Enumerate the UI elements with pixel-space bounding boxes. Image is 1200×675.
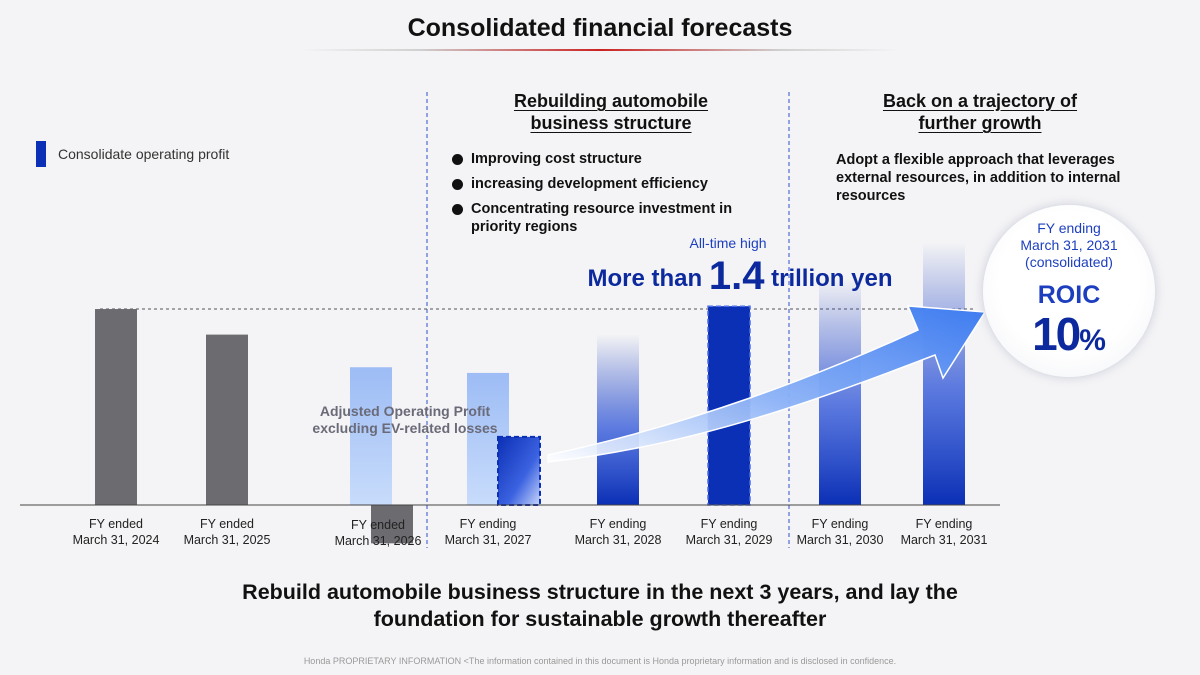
headline-prefix: More than [587,265,703,292]
growth-description: Adopt a flexible approach that leverages… [836,152,1121,204]
roic-value: 10% [983,307,1155,361]
legend-label: Consolidate operating profit [58,146,230,162]
x-tick-line: FY ended [89,517,143,531]
x-tick-label: FY ended March 31, 2025 [172,516,282,548]
bullet-item: Concentrating resource investment in pri… [452,200,742,236]
operating-profit-bar [597,334,639,505]
roic-label: ROIC [1037,281,1101,309]
x-tick-label: FY ended March 31, 2026 [323,517,433,549]
roic-period-line1: FY ending [1037,220,1101,236]
conclusion-line1: Rebuild automobile business structure in… [242,580,958,604]
adjusted-bar [350,367,392,505]
x-tick-label: FY ending March 31, 2031 [889,516,999,548]
roic-period: FY ending March 31, 2031 (consolidated) [983,220,1155,271]
operating-profit-bar [206,334,248,505]
x-tick-line: FY ending [700,517,758,531]
all-time-high-label: All-time high [689,235,767,251]
section-growth-line1: Back on a trajectory of [882,91,1078,111]
bullet-text: Improving cost structure [471,151,642,167]
title-underline [300,49,900,51]
section-growth-heading: Back on a trajectory of further growth [845,90,1115,134]
x-tick-line: March 31, 2031 [900,533,988,547]
legend-swatch [36,141,46,167]
x-tick-line: FY ending [811,517,869,531]
headline-suffix: trillion yen [771,265,893,292]
x-tick-line: FY ending [459,517,517,531]
section-growth-line2: further growth [918,113,1042,133]
x-tick-label: FY ending March 31, 2030 [785,516,895,548]
bullet-text: increasing development efficiency [471,176,708,192]
x-tick-line: March 31, 2024 [72,533,160,547]
roic-period-line2: March 31, 2031 [1020,237,1118,253]
roic-period-line3: (consolidated) [1025,254,1113,270]
x-tick-label: FY ending March 31, 2028 [563,516,673,548]
bullet-dot-icon [452,204,463,215]
x-tick-line: March 31, 2028 [574,533,662,547]
adjusted-profit-label: Adjusted Operating Profit excluding EV-r… [312,403,498,436]
x-tick-label: FY ended March 31, 2024 [61,516,171,548]
operating-profit-bar [371,505,413,544]
x-tick-line: March 31, 2025 [183,533,271,547]
roic-unit: % [1079,324,1106,357]
x-tick-line: FY ended [200,517,254,531]
x-tick-label: FY ending March 31, 2027 [433,516,543,548]
x-tick-label: FY ending March 31, 2029 [674,516,784,548]
confidentiality-footer: Honda PROPRIETARY INFORMATION <The infor… [303,656,897,666]
x-tick-line: FY ending [589,517,647,531]
x-tick-line: FY ending [915,517,973,531]
profit-headline: More than 1.4 trillion yen [560,254,920,299]
section-rebuild-heading: Rebuilding automobile business structure [476,90,746,134]
section-rebuild-line2: business structure [530,113,692,133]
x-tick-line: March 31, 2030 [796,533,884,547]
bullet-item: increasing development efficiency [452,175,742,193]
roic-number: 10 [1032,308,1081,360]
x-tick-line: March 31, 2029 [685,533,773,547]
bullet-text: Concentrating resource investment in pri… [471,201,733,235]
operating-profit-bar [95,309,137,505]
section-rebuild-line1: Rebuilding automobile [514,91,708,111]
rebuild-bullet-list: Improving cost structure increasing deve… [452,150,742,243]
bullet-dot-icon [452,179,463,190]
conclusion-text: Rebuild automobile business structure in… [0,579,1200,633]
x-tick-line: FY ended [351,518,405,532]
page-title: Consolidated financial forecasts [407,14,793,42]
headline-value: 1.4 [708,254,765,298]
conclusion-line2: foundation for sustainable growth therea… [373,607,827,631]
x-tick-line: March 31, 2027 [444,533,532,547]
bullet-dot-icon [452,154,463,165]
x-tick-line: March 31, 2026 [334,534,422,548]
operating-profit-bar [497,435,541,506]
bullet-item: Improving cost structure [452,150,742,168]
roic-badge: FY ending March 31, 2031 (consolidated) … [983,205,1155,377]
